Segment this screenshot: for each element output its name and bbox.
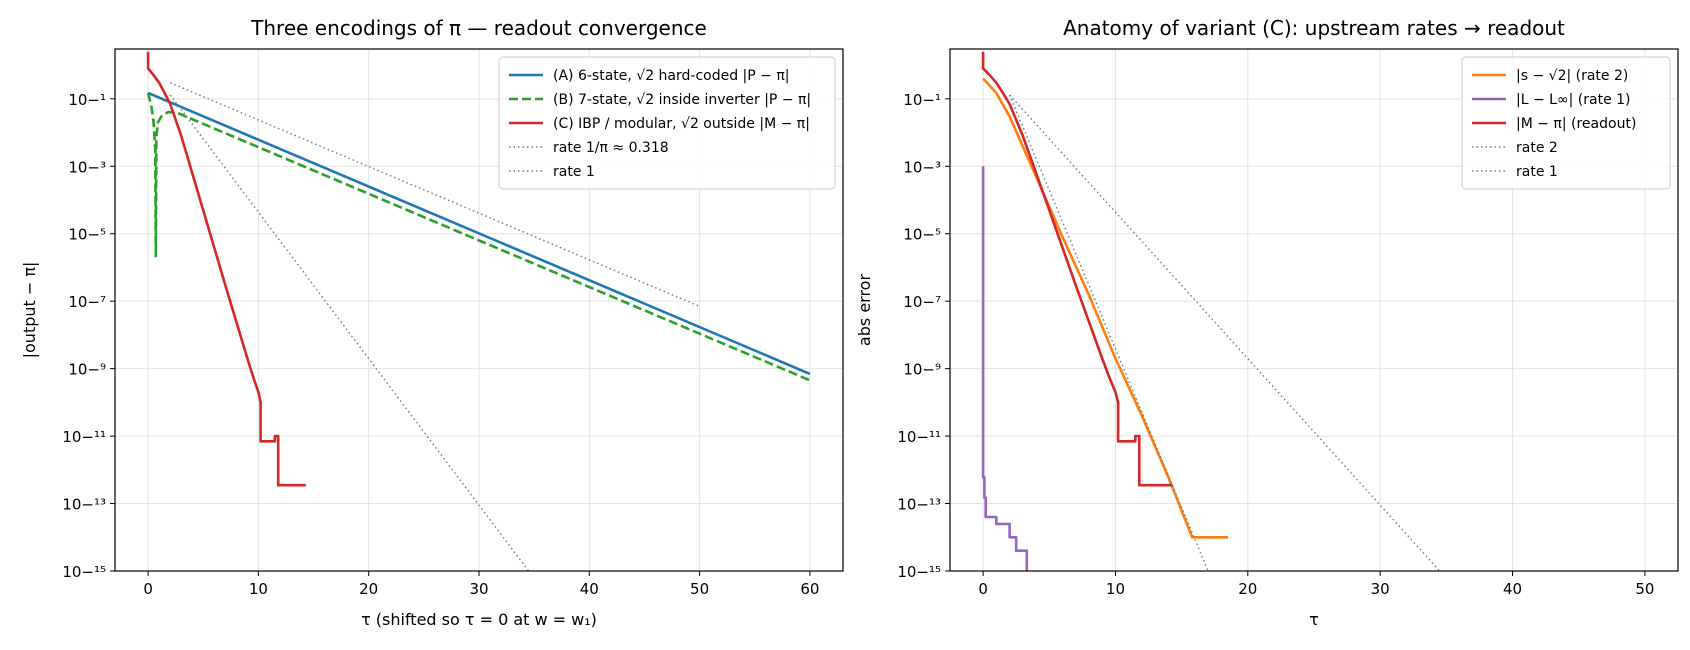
x-tick-label: 20 <box>359 580 378 598</box>
legend-label: rate 1 <box>1516 164 1558 180</box>
x-tick-label: 0 <box>143 580 153 598</box>
x-axis-label: τ <box>1309 610 1319 629</box>
x-tick-label: 60 <box>800 580 819 598</box>
y-tick-label: 10−¹¹ <box>897 428 941 446</box>
series-line-3 <box>146 51 306 487</box>
legend-label: rate 2 <box>1516 140 1558 156</box>
legend-label: (A) 6-state, √2 hard-coded |P − π| <box>553 68 790 84</box>
y-tick-label: 10−¹⁵ <box>897 563 941 581</box>
legend: |s − √2| (rate 2) |L − L∞| (rate 1) |M − π… <box>1461 56 1671 190</box>
y-tick-label: 10−¹ <box>903 91 941 109</box>
y-tick-label: 10−¹¹ <box>62 428 106 446</box>
x-tick-label: 50 <box>1635 580 1654 598</box>
plot-frame <box>949 48 1679 572</box>
y-tick-label: 10−⁷ <box>68 293 106 311</box>
legend-label: (C) IBP / modular, √2 outside |M − π| <box>553 116 810 132</box>
y-tick-label: 10−¹ <box>68 91 106 109</box>
series-line-3 <box>981 51 1173 487</box>
series-line-4 <box>1008 94 1209 571</box>
chart-title: Anatomy of variant (C): upstream rates →… <box>1063 16 1565 40</box>
legend-label: |s − √2| (rate 2) <box>1516 68 1628 84</box>
legend-box <box>498 56 836 190</box>
series-line-5 <box>1009 94 1441 571</box>
y-tick-label: 10−⁵ <box>68 226 106 244</box>
x-axis-label: τ (shifted so τ = 0 at w = w₁) <box>361 610 597 629</box>
y-tick-label: 10−⁹ <box>903 361 941 379</box>
series-line-1 <box>147 91 811 376</box>
y-tick-label: 10−³ <box>68 158 106 176</box>
legend-label: |M − π| (readout) <box>1516 116 1636 132</box>
legend-label: rate 1 <box>553 164 595 180</box>
legend-label: (B) 7-state, √2 inside inverter |P − π| <box>553 92 811 108</box>
y-tick-label: 10−⁹ <box>68 361 106 379</box>
x-tick-label: 30 <box>1371 580 1390 598</box>
chart-panel-1: 0 10 20 30 40 50 60 10−¹⁵ 10−¹³ 10−¹¹ 10−⁹ 10−⁷ 10−⁵… <box>20 16 844 629</box>
series-line-2 <box>981 166 1029 571</box>
series-line-5 <box>169 94 530 571</box>
x-tick-label: 40 <box>580 580 599 598</box>
x-tick-label: 20 <box>1238 580 1257 598</box>
legend-label: |L − L∞| (rate 1) <box>1516 92 1631 108</box>
series-line-4 <box>169 82 700 308</box>
x-tick-label: 0 <box>978 580 988 598</box>
y-tick-label: 10−³ <box>903 158 941 176</box>
x-tick-label: 10 <box>249 580 268 598</box>
y-tick-label: 10−⁵ <box>903 226 941 244</box>
y-tick-label: 10−⁷ <box>903 293 941 311</box>
x-tick-label: 50 <box>690 580 709 598</box>
chart-title: Three encodings of π — readout convergen… <box>250 16 707 40</box>
x-tick-label: 30 <box>469 580 488 598</box>
chart-panel-2: 0 10 20 30 40 50 10−¹⁵ 10−¹³ 10−¹¹ 10−⁹ 10−⁷ 10−⁵ 10… <box>855 16 1679 629</box>
y-axis-label: |output − π| <box>20 262 39 359</box>
y-axis-label: abs error <box>855 274 874 347</box>
y-tick-label: 10−¹³ <box>897 496 941 514</box>
series-line-1 <box>982 77 1228 539</box>
x-tick-label: 40 <box>1503 580 1522 598</box>
y-tick-label: 10−¹⁵ <box>62 563 106 581</box>
legend-label: rate 1/π ≈ 0.318 <box>553 140 669 156</box>
legend-box <box>1461 56 1671 190</box>
series-line-2 <box>146 92 811 382</box>
y-tick-label: 10−¹³ <box>62 496 106 514</box>
x-tick-label: 10 <box>1106 580 1125 598</box>
legend: (A) 6-state, √2 hard-coded |P − π| (B) 7-… <box>498 56 836 190</box>
